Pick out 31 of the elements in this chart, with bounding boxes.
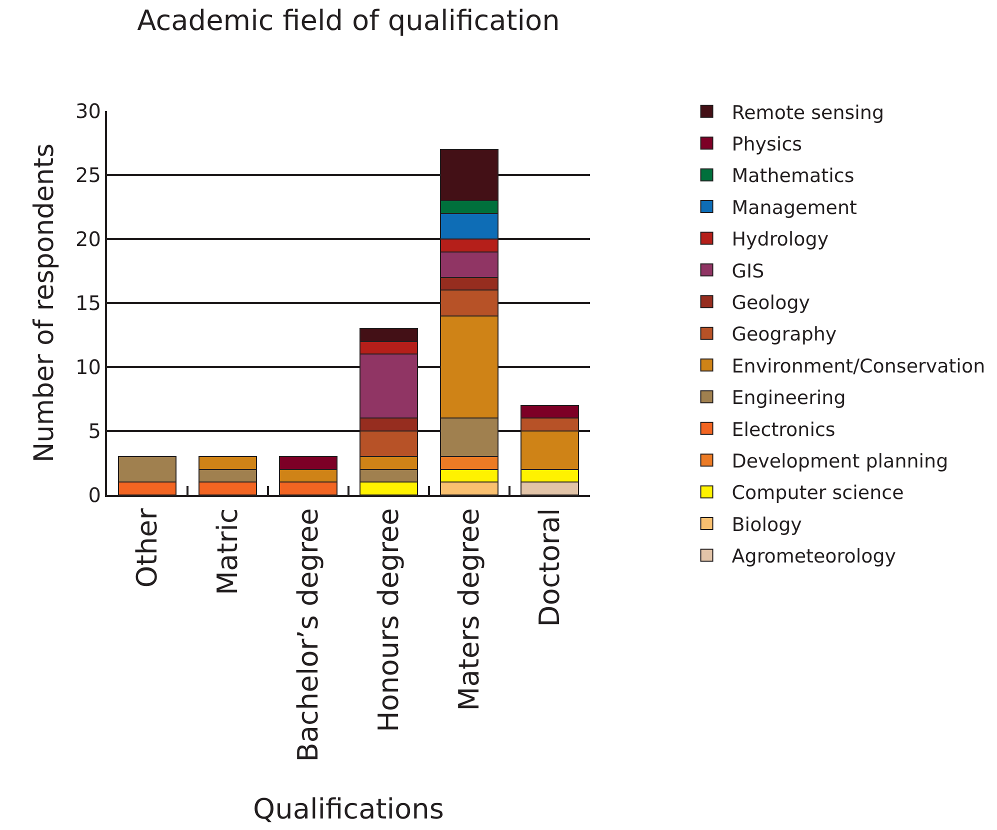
legend-label: GIS bbox=[732, 260, 764, 282]
legend-label: Mathematics bbox=[732, 165, 854, 188]
legend-label: Management bbox=[732, 196, 857, 219]
legend-label: Computer science bbox=[732, 482, 904, 504]
x-axis-title: Qualifications bbox=[253, 792, 444, 826]
legend-label: Physics bbox=[732, 134, 802, 156]
x-tick-label: Other bbox=[130, 508, 164, 588]
y-tick-label: 5 bbox=[88, 419, 101, 443]
x-tick-label: Doctoral bbox=[532, 508, 566, 627]
y-tick-label: 20 bbox=[76, 227, 101, 251]
legend-label: Environment/Conservation bbox=[732, 355, 986, 378]
x-tick-label: Honours degree bbox=[372, 508, 405, 732]
legend-label: Biology bbox=[732, 514, 802, 536]
chart-title: Academic field of qualification bbox=[137, 4, 560, 37]
legend-label: Remote sensing bbox=[732, 102, 884, 124]
legend-label: Engineering bbox=[732, 387, 846, 410]
legend-label: Geology bbox=[732, 292, 810, 314]
legend-label: Electronics bbox=[732, 418, 836, 441]
x-tick-label: Bachelor’s degree bbox=[291, 508, 324, 762]
y-tick-label: 30 bbox=[76, 99, 101, 123]
y-axis-title: Number of respondents bbox=[29, 143, 60, 463]
legend-label: Agrometeorology bbox=[732, 546, 896, 568]
y-tick-label: 10 bbox=[76, 355, 101, 379]
legend-label: Hydrology bbox=[732, 228, 829, 251]
y-tick-label: 0 bbox=[88, 483, 101, 507]
y-tick-label: 15 bbox=[76, 291, 101, 315]
legend-label: Geography bbox=[732, 324, 837, 346]
legend-label: Development planning bbox=[732, 450, 948, 473]
x-tick-label: Matric bbox=[210, 508, 244, 596]
x-tick-label: Maters degree bbox=[452, 508, 486, 711]
y-tick-label: 25 bbox=[76, 163, 101, 187]
